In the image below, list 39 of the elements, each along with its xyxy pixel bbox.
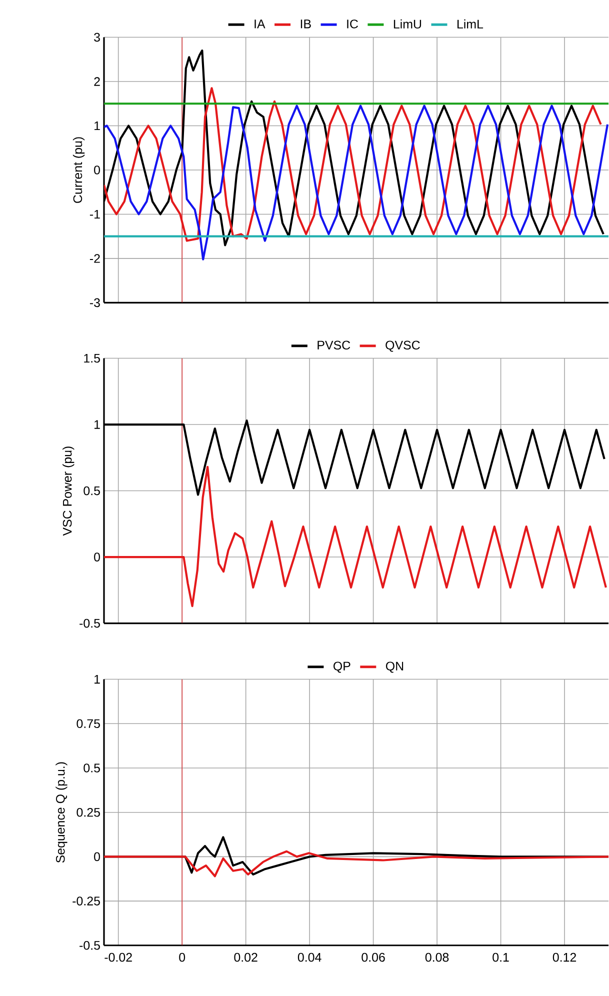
y-axis-title: Sequence Q (p.u.) xyxy=(56,762,68,863)
y-tick-label: -3 xyxy=(90,298,100,308)
x-tick-label: 0.1 xyxy=(492,952,509,962)
legend-label: IB xyxy=(300,20,311,28)
y-tick-label: -0.5 xyxy=(80,940,100,950)
y-tick-label: 0.25 xyxy=(76,808,100,817)
y-tick-label: 0 xyxy=(94,166,100,174)
y-axis-title: VSC Power (pu) xyxy=(62,446,74,536)
y-tick-label: -2 xyxy=(90,254,100,263)
y-axis-title: Current (pu) xyxy=(72,137,85,203)
y-tick-label: 1.5 xyxy=(84,354,100,363)
legend-label: LimU xyxy=(394,19,422,29)
y-tick-label: 1 xyxy=(94,675,100,684)
y-tick-label: 0 xyxy=(94,552,100,562)
legend-label: IA xyxy=(254,20,266,28)
legend-label: PVSC xyxy=(318,340,350,350)
y-tick-label: 0.75 xyxy=(76,719,100,728)
y-tick-label: 0 xyxy=(94,852,100,862)
x-tick-label: 0.04 xyxy=(298,952,322,962)
x-tick-label: -0.02 xyxy=(104,952,132,962)
y-tick-label: 0.5 xyxy=(84,764,100,772)
y-tick-label: 1 xyxy=(94,121,100,130)
y-tick-label: -0.5 xyxy=(80,618,100,628)
legend-label: LimL xyxy=(457,19,484,28)
x-tick-label: 0.06 xyxy=(362,952,385,962)
y-tick-label: 1 xyxy=(94,420,100,429)
legend-label: QP xyxy=(334,662,350,673)
legend-label: QN xyxy=(386,662,404,673)
y-tick-label: -0.25 xyxy=(72,896,100,906)
x-tick-label: 0.12 xyxy=(552,952,576,962)
legend-label: IC xyxy=(347,20,358,28)
x-tick-label: 0 xyxy=(179,952,186,962)
y-tick-label: 3 xyxy=(94,32,100,42)
y-tick-label: -1 xyxy=(90,210,100,219)
y-tick-label: 2 xyxy=(94,77,100,86)
legend-label: QVSC xyxy=(386,340,420,352)
x-tick-label: 0.02 xyxy=(234,952,258,962)
x-tick-label: 0.08 xyxy=(425,952,449,962)
y-tick-label: 0.5 xyxy=(84,486,100,496)
